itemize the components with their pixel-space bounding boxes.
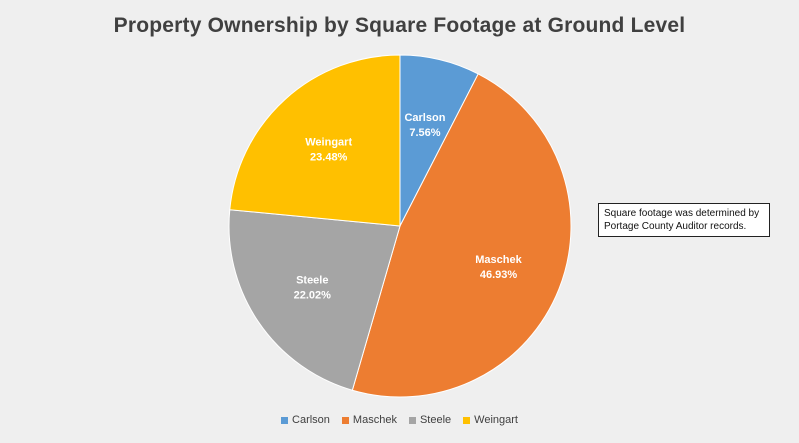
pie-slice-maschek	[351, 73, 572, 398]
legend-item-weingart: Weingart	[463, 414, 518, 426]
data-label-category: Maschek	[475, 254, 522, 266]
legend-item-carlson: Carlson	[281, 414, 330, 426]
data-label-percent: 22.02%	[294, 290, 332, 302]
data-label-percent: 46.93%	[480, 269, 518, 281]
legend-label: Maschek	[352, 414, 397, 426]
data-label-percent: 23.48%	[310, 152, 348, 164]
annotation-box: Square footage was determined by Portage…	[598, 203, 770, 237]
legend-swatch	[281, 416, 289, 424]
legend-swatch	[463, 416, 471, 424]
legend-label: Carlson	[292, 414, 330, 426]
data-label-percent: 7.56%	[409, 127, 440, 139]
data-label-category: Carlson	[404, 112, 445, 124]
legend-item-maschek: Maschek	[341, 414, 397, 426]
data-label-category: Steele	[296, 275, 328, 287]
pie-slice-steele	[228, 209, 401, 391]
chart-title: Property Ownership by Square Footage at …	[113, 14, 686, 37]
legend-swatch	[408, 416, 416, 424]
legend-label: Steele	[419, 414, 452, 426]
pie-slice-weingart	[229, 54, 401, 227]
legend-swatch	[341, 416, 349, 424]
legend-label: Weingart	[474, 414, 518, 426]
data-label-category: Weingart	[305, 137, 352, 149]
legend: Carlson Maschek Steele Weingart	[0, 414, 799, 426]
legend-item-steele: Steele	[408, 414, 452, 426]
